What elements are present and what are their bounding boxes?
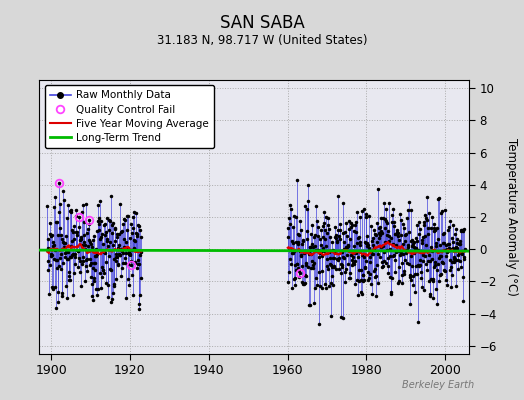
Y-axis label: Temperature Anomaly (°C): Temperature Anomaly (°C)	[505, 138, 518, 296]
Text: Berkeley Earth: Berkeley Earth	[402, 380, 474, 390]
Text: SAN SABA: SAN SABA	[220, 14, 304, 32]
Legend: Raw Monthly Data, Quality Control Fail, Five Year Moving Average, Long-Term Tren: Raw Monthly Data, Quality Control Fail, …	[45, 85, 214, 148]
Text: 31.183 N, 98.717 W (United States): 31.183 N, 98.717 W (United States)	[157, 34, 367, 47]
